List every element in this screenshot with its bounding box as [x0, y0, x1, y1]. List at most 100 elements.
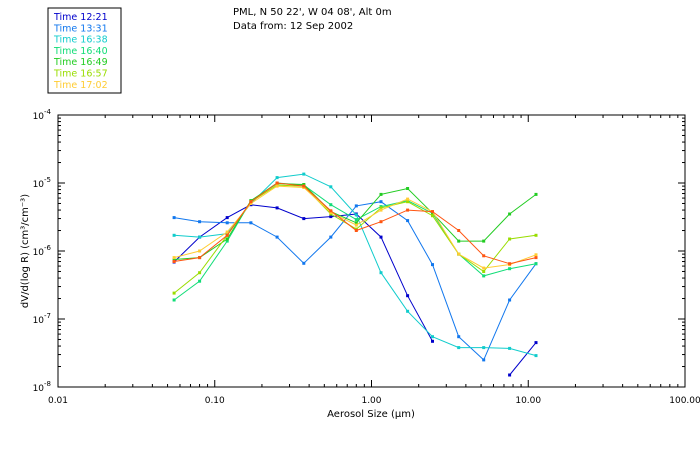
series-6: [172, 184, 538, 270]
data-point: [172, 256, 176, 260]
data-point: [379, 235, 383, 239]
data-point: [172, 291, 176, 295]
data-point: [275, 184, 279, 188]
data-point: [172, 233, 176, 237]
data-point: [329, 185, 333, 189]
data-point: [354, 229, 358, 232]
data-series: [172, 172, 538, 377]
data-point: [225, 232, 229, 236]
data-point: [225, 239, 229, 243]
data-point: [482, 274, 486, 278]
data-point: [329, 203, 333, 207]
data-point: [198, 249, 202, 253]
data-point: [379, 271, 383, 275]
legend-entry: Time 17:02: [53, 80, 108, 91]
data-point: [431, 263, 434, 267]
data-point: [508, 212, 512, 216]
data-point: [534, 256, 538, 260]
legend-entry: Time 12:21: [53, 12, 108, 23]
data-point: [457, 335, 461, 339]
legend-entry: Time 16:49: [53, 57, 108, 68]
x-axis-label: Aerosol Size (μm): [327, 409, 415, 420]
x-tick-label: 0.01: [48, 396, 68, 406]
data-point: [534, 262, 538, 266]
data-point: [172, 260, 176, 263]
data-point: [431, 214, 434, 218]
series-line: [509, 342, 537, 376]
data-point: [508, 267, 512, 271]
data-point: [302, 184, 306, 188]
data-point: [198, 235, 202, 239]
data-point: [508, 237, 512, 241]
data-point: [431, 210, 434, 214]
data-point: [406, 294, 410, 298]
data-point: [198, 256, 202, 260]
data-point: [329, 235, 333, 239]
data-point: [431, 339, 434, 343]
data-point: [534, 354, 538, 358]
data-point: [482, 239, 486, 243]
series-7: [172, 181, 538, 266]
legend-box: [47, 7, 122, 94]
data-point: [406, 200, 410, 204]
data-point: [482, 346, 486, 350]
data-point: [406, 197, 410, 201]
data-point: [302, 172, 306, 176]
data-point: [379, 220, 383, 224]
x-tick-label: 10.00: [515, 396, 541, 406]
data-point: [225, 221, 229, 225]
data-point: [534, 253, 538, 257]
data-point: [225, 216, 229, 220]
data-point: [275, 181, 279, 185]
x-tick-label: 100.00: [669, 396, 700, 406]
data-point: [508, 298, 512, 302]
data-point: [354, 221, 358, 225]
data-point: [431, 335, 434, 339]
data-point: [329, 215, 333, 219]
data-point: [482, 254, 486, 258]
data-point: [329, 212, 333, 216]
data-point: [534, 192, 538, 196]
data-point: [354, 213, 358, 217]
chart-title-line1: PML, N 50 22', W 04 08', Alt 0m: [233, 7, 392, 18]
data-point: [302, 183, 306, 186]
data-point: [302, 217, 306, 221]
data-point: [249, 200, 253, 204]
data-point: [457, 252, 461, 256]
data-point: [508, 373, 512, 377]
data-point: [406, 187, 410, 190]
data-point: [379, 200, 383, 204]
data-point: [354, 218, 358, 222]
data-point: [406, 219, 410, 223]
legend-entry: Time 16:38: [53, 35, 108, 46]
data-point: [406, 309, 410, 313]
data-point: [249, 221, 253, 225]
data-point: [329, 210, 333, 214]
data-point: [354, 204, 358, 208]
data-point: [379, 192, 383, 196]
data-point: [275, 176, 279, 180]
data-point: [379, 206, 383, 210]
x-tick-label: 1.00: [361, 396, 381, 406]
data-point: [457, 346, 461, 350]
legend-entry: Time 16:40: [53, 46, 108, 57]
legend-entry: Time 16:57: [53, 69, 108, 80]
data-point: [198, 271, 202, 275]
data-point: [534, 341, 538, 345]
data-point: [302, 261, 306, 265]
data-point: [508, 346, 512, 350]
data-point: [329, 209, 333, 213]
x-tick-label: 0.10: [205, 396, 225, 406]
data-point: [198, 279, 202, 283]
chart-title-line2: Data from: 12 Sep 2002: [233, 21, 353, 32]
data-point: [172, 258, 176, 261]
data-point: [275, 235, 279, 239]
data-point: [354, 223, 358, 227]
data-point: [172, 298, 176, 302]
data-point: [249, 202, 253, 205]
data-point: [457, 239, 461, 243]
data-point: [172, 216, 176, 220]
data-point: [482, 358, 486, 362]
